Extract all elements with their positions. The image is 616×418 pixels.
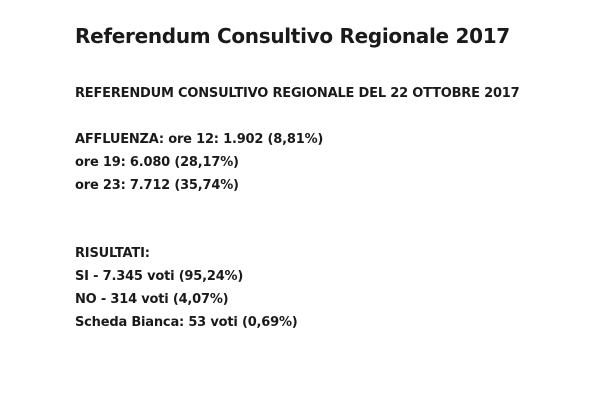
risultati-line: NO - 314 voti (4,07%) xyxy=(75,292,229,307)
risultati-line: Scheda Bianca: 53 voti (0,69%) xyxy=(75,315,298,330)
risultati-line: RISULTATI: xyxy=(75,246,150,261)
subtitle: REFERENDUM CONSULTIVO REGIONALE DEL 22 O… xyxy=(75,86,520,101)
risultati: RISULTATI: SI - 7.345 voti (95,24%) NO -… xyxy=(75,242,298,334)
risultati-line: SI - 7.345 voti (95,24%) xyxy=(75,269,244,284)
affluenza-line: ore 23: 7.712 (35,74%) xyxy=(75,178,239,193)
affluenza: AFFLUENZA: ore 12: 1.902 (8,81%) ore 19:… xyxy=(75,128,323,197)
title: Referendum Consultivo Regionale 2017 xyxy=(75,24,510,48)
affluenza-line: AFFLUENZA: ore 12: 1.902 (8,81%) xyxy=(75,132,324,147)
affluenza-line: ore 19: 6.080 (28,17%) xyxy=(75,155,239,170)
